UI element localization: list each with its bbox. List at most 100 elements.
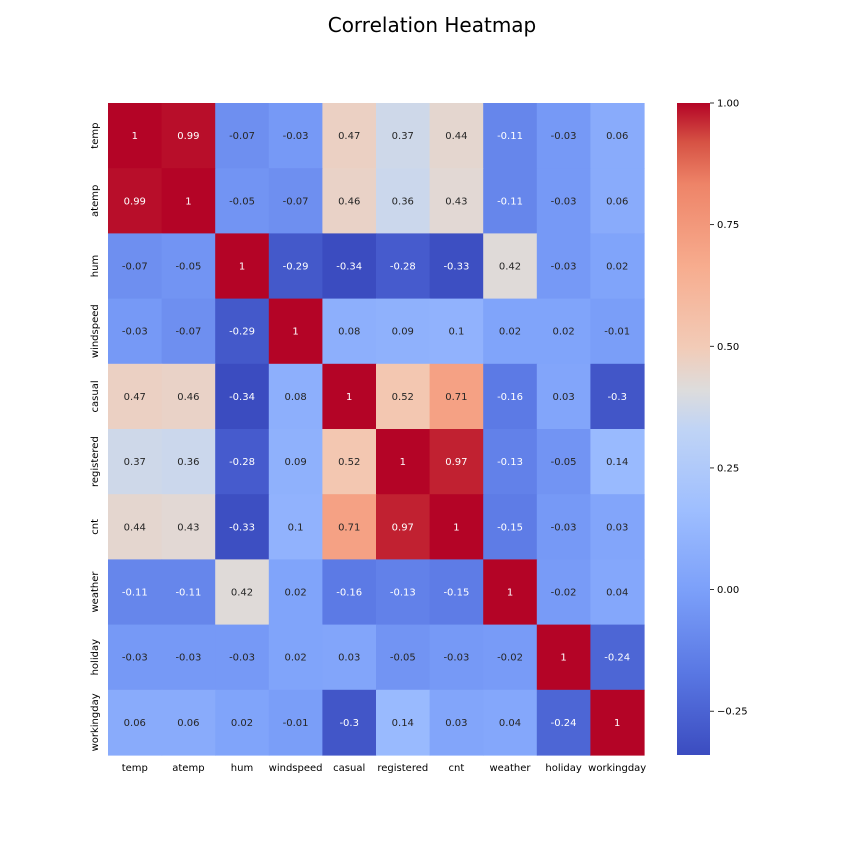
x-tick-label: workingday [588,763,646,774]
y-tick-label: hum [90,255,101,277]
x-axis-ticks: temp atemp hum windspeed casual registered cnt… [122,763,647,774]
heatmap-cell [483,559,538,626]
heatmap-cell-label: -0.07 [283,196,309,207]
heatmap-cell-label: 0.14 [606,457,628,468]
heatmap-cell [215,233,270,300]
heatmap-cell [483,624,538,691]
heatmap-cell-label: 0.44 [445,131,467,142]
x-tick-label: windspeed [269,763,323,774]
heatmap-cell-label: 0.03 [338,653,360,664]
x-tick-label: cnt [449,763,465,774]
heatmap-cell-label: 0.06 [124,718,146,729]
heatmap-cell-label: 1 [560,653,566,664]
heatmap-cell [429,429,484,495]
colorbar: 1.00 0.75 0.50 0.25 0.00 −0.25 [677,99,748,755]
heatmap-cell [536,363,591,430]
heatmap-cell-label: -0.16 [336,588,362,599]
colorbar-tick-label: 0.00 [717,585,739,596]
heatmap-cell [483,494,538,560]
heatmap-cell [429,103,484,169]
heatmap-cell-label: -0.03 [551,196,577,207]
heatmap-cell-label: 0.02 [231,718,253,729]
heatmap-cell-label: -0.01 [283,718,309,729]
heatmap-cell [268,624,323,691]
heatmap-cell-label: 0.04 [499,718,521,729]
heatmap-cell [483,429,538,495]
heatmap-cell-label: -0.15 [497,522,523,533]
x-tick-label: holiday [545,763,581,774]
heatmap-cell [376,103,431,169]
heatmap-cell [322,689,377,756]
colorbar-ticks: 1.00 0.75 0.50 0.25 0.00 −0.25 [710,99,748,718]
heatmap-cell-label: 0.44 [124,522,146,533]
heatmap-cell-label: -0.24 [604,653,630,664]
y-tick-label: workingday [90,693,101,751]
heatmap-cell-label: 0.08 [338,327,360,338]
heatmap-cell-label: -0.03 [551,522,577,533]
heatmap-cell [536,689,591,756]
heatmap-cell-label: 0.37 [392,131,414,142]
heatmap-cell-label: 0.09 [284,457,306,468]
heatmap-cell-label: -0.11 [497,131,523,142]
heatmap-cell-label: 0.36 [177,457,199,468]
heatmap-cell-label: 0.47 [124,392,146,403]
heatmap-cell [376,624,431,691]
heatmap-cell [108,168,163,234]
heatmap-cell [108,103,163,169]
heatmap-cell [268,559,323,626]
heatmap-cell [590,494,645,560]
heatmap-cell-label: 0.43 [177,522,199,533]
heatmap-cell [429,494,484,560]
heatmap-cell-label: 1 [453,522,459,533]
heatmap-cell-label: -0.11 [175,588,201,599]
heatmap-cell [590,233,645,300]
heatmap-cell [590,559,645,626]
colorbar-gradient [677,103,710,755]
heatmap-cell [483,689,538,756]
y-tick-label: windspeed [90,304,101,358]
heatmap-cell-label: 1 [507,588,513,599]
heatmap-cell-label: -0.05 [229,196,255,207]
x-tick-label: weather [490,763,532,774]
heatmap-cell-label: 0.47 [338,131,360,142]
heatmap-cell [215,363,270,430]
heatmap-cell-label: -0.16 [497,392,523,403]
heatmap-cell [483,103,538,169]
heatmap-cell-label: -0.28 [229,457,255,468]
heatmap-cell-label: 0.06 [606,131,628,142]
heatmap-cell [322,363,377,430]
heatmap-cell-label: 0.37 [124,457,146,468]
heatmap-cell [108,559,163,626]
heatmap-cell [268,298,323,365]
heatmap-cell [161,298,216,365]
heatmap-cell-label: 0.46 [338,196,360,207]
heatmap-cell-label: 0.43 [445,196,467,207]
heatmap-cell-label: -0.07 [229,131,255,142]
heatmap-cell-label: 1 [614,718,620,729]
heatmap-cell [322,233,377,300]
heatmap-cell [108,689,163,756]
heatmap-cell [215,559,270,626]
heatmap-cell-label: 0.02 [606,262,628,273]
heatmap-cell-label: -0.07 [122,262,148,273]
heatmap-cell-label: 0.09 [392,327,414,338]
heatmap-cell-label: -0.05 [175,262,201,273]
heatmap-cell-label: -0.03 [283,131,309,142]
y-tick-label: casual [90,380,101,412]
heatmap-cell-label: -0.03 [122,327,148,338]
heatmap-cell [108,298,163,365]
heatmap-cell-label: -0.05 [390,653,416,664]
heatmap-cell-label: -0.02 [551,588,577,599]
heatmap-cell-label: 1 [400,457,406,468]
heatmap-cell-label: -0.07 [175,327,201,338]
heatmap-cell [429,233,484,300]
heatmap-cell [376,298,431,365]
heatmap-cell-label: -0.29 [229,327,255,338]
heatmap-cell-label: 0.03 [606,522,628,533]
heatmap-cell [215,689,270,756]
colorbar-tick-label: 0.75 [717,220,739,231]
heatmap-cell-label: 0.08 [284,392,306,403]
heatmap-cell-label: 0.97 [445,457,467,468]
y-tick-label: temp [90,123,101,149]
